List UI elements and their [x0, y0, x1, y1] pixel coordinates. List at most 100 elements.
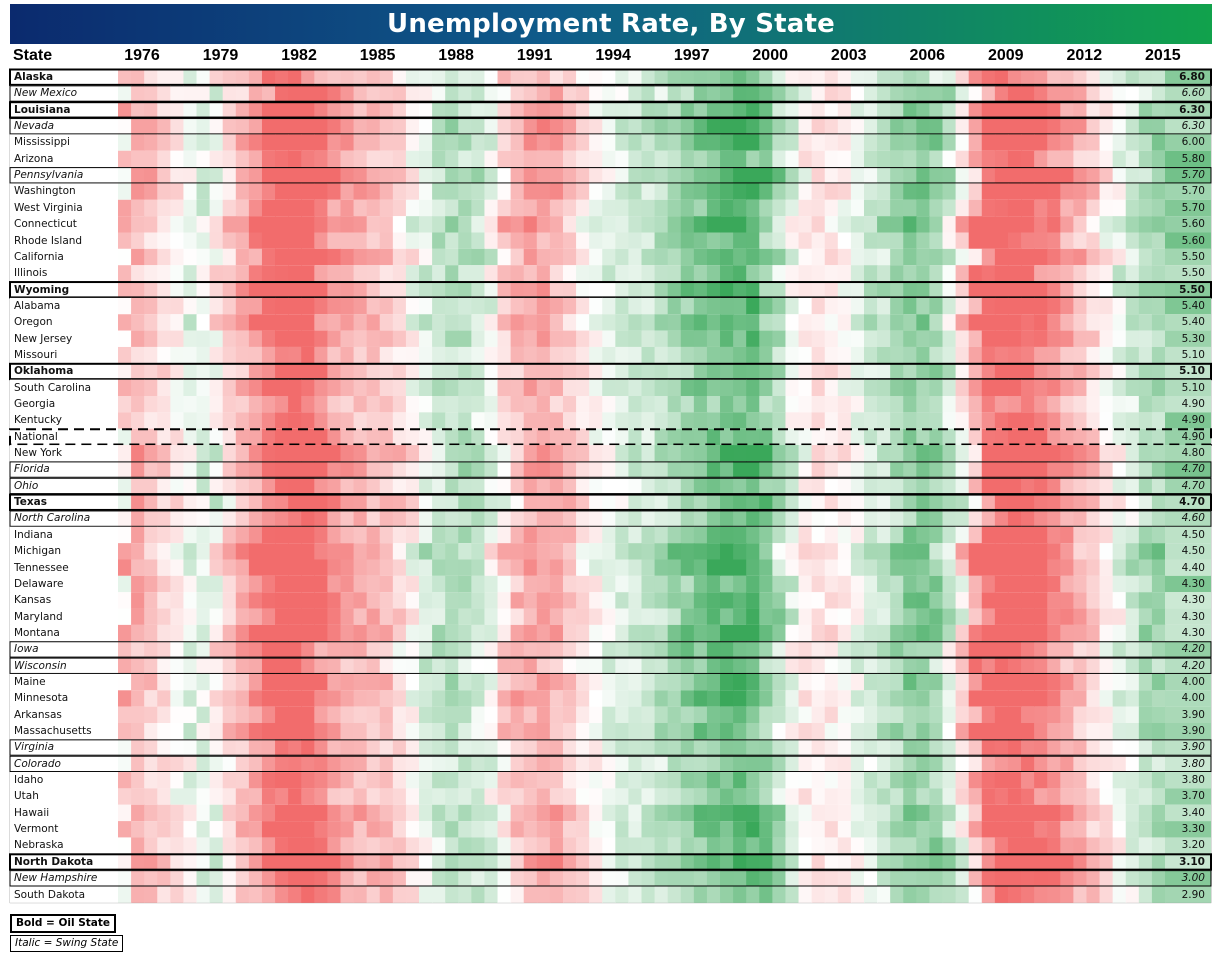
heatmap-cell [314, 281, 328, 298]
heatmap-cell [890, 870, 904, 887]
heatmap-cell [301, 297, 315, 315]
heatmap-cell [968, 870, 983, 887]
heatmap-cell [863, 526, 878, 544]
heatmap-cell [1112, 232, 1127, 249]
row-value: 6.00 [1181, 136, 1205, 149]
heatmap-cell [759, 559, 773, 576]
heatmap-cell [1060, 837, 1074, 854]
heatmap-cell [759, 853, 773, 871]
heatmap-cell [1034, 641, 1048, 658]
heatmap-cell [798, 739, 813, 756]
heatmap-cell [353, 886, 368, 903]
heatmap-cell [340, 297, 355, 315]
heatmap-cell [667, 265, 682, 282]
heatmap-cell [981, 477, 996, 495]
heatmap-cell [562, 363, 577, 380]
heatmap-cell [667, 445, 682, 462]
heatmap-cell [1047, 412, 1061, 429]
heatmap-cell [746, 150, 760, 168]
heatmap-cell [706, 412, 721, 429]
heatmap-cell [942, 101, 957, 119]
heatmap-cell [994, 150, 1009, 168]
heatmap-cell [314, 510, 328, 527]
heatmap-cell [733, 837, 747, 854]
heatmap-cell [576, 248, 590, 266]
heatmap-cell [706, 183, 721, 200]
heatmap-cell [602, 690, 616, 707]
row-value: 5.10 [1181, 381, 1205, 394]
heatmap-cell [301, 265, 315, 282]
heatmap-cell [275, 804, 289, 822]
heatmap-cell [1021, 559, 1035, 576]
heatmap-cell [1099, 624, 1114, 642]
heatmap-cell [497, 183, 512, 200]
heatmap-cell [392, 216, 407, 233]
heatmap-cell [275, 314, 289, 331]
row-value: 3.30 [1181, 823, 1205, 836]
heatmap-cell [1112, 739, 1127, 756]
heatmap-cell [405, 755, 420, 773]
heatmap-cell [405, 199, 420, 217]
heatmap-cell [1099, 592, 1114, 609]
heatmap-cell [1034, 412, 1048, 429]
heatmap-cell [497, 755, 512, 773]
heatmap-cell [497, 216, 512, 233]
row-value-bg [1165, 167, 1211, 184]
heatmap-cell [981, 314, 996, 331]
heatmap-cell [720, 85, 734, 102]
heatmap-cell [1151, 706, 1166, 723]
heatmap-cell [824, 346, 839, 364]
heatmap-cell [562, 755, 577, 773]
heatmap-cell [183, 167, 198, 184]
heatmap-cell [314, 199, 328, 217]
heatmap-cell [419, 706, 433, 723]
heatmap-cell [301, 494, 315, 511]
heatmap-cell [510, 134, 525, 151]
heatmap-cell [693, 330, 708, 347]
heatmap-cell [379, 788, 394, 805]
heatmap-cell [576, 641, 590, 658]
heatmap-cell [576, 608, 590, 625]
heatmap-cell [628, 346, 643, 364]
heatmap-cell [261, 297, 276, 315]
heatmap-row-kansas [10, 592, 1211, 609]
heatmap-cell [275, 559, 289, 576]
heatmap-cell [471, 837, 486, 854]
heatmap-cell [432, 853, 446, 871]
heatmap-cell [549, 821, 564, 838]
heatmap-cell [484, 118, 499, 135]
heatmap-cell [1151, 412, 1166, 429]
heatmap-cell [248, 461, 263, 478]
heatmap-cell [222, 248, 237, 266]
heatmap-cell [994, 804, 1009, 822]
heatmap-cell [1151, 755, 1166, 773]
heatmap-cell [183, 445, 198, 462]
heatmap-cell [314, 575, 328, 593]
heatmap-cell [903, 575, 917, 593]
heatmap-cell [667, 494, 682, 511]
heatmap-cell [850, 673, 865, 691]
row-value: 4.00 [1181, 692, 1205, 705]
heatmap-cell [471, 559, 486, 576]
heatmap-cell [392, 510, 407, 527]
heatmap-cell [1034, 265, 1048, 282]
heatmap-cell [641, 624, 656, 642]
heatmap-cell [1007, 248, 1022, 266]
heatmap-cell [981, 396, 996, 413]
heatmap-cell [170, 641, 185, 658]
heatmap-cell [1047, 526, 1061, 544]
heatmap-cell [235, 248, 250, 266]
heatmap-row-kentucky [10, 412, 1211, 429]
heatmap-cell [419, 232, 433, 249]
heatmap-cell [811, 559, 826, 576]
heatmap-cell [183, 461, 198, 478]
heatmap-cell [1060, 428, 1074, 446]
heatmap-cell [432, 624, 446, 642]
heatmap-cell [458, 543, 472, 560]
heatmap-cell [890, 608, 904, 625]
heatmap-cell [654, 69, 669, 86]
heatmap-cell [785, 330, 800, 347]
heatmap-cell [680, 624, 695, 642]
heatmap-cell [916, 575, 931, 593]
row-value-bg [1165, 706, 1211, 723]
